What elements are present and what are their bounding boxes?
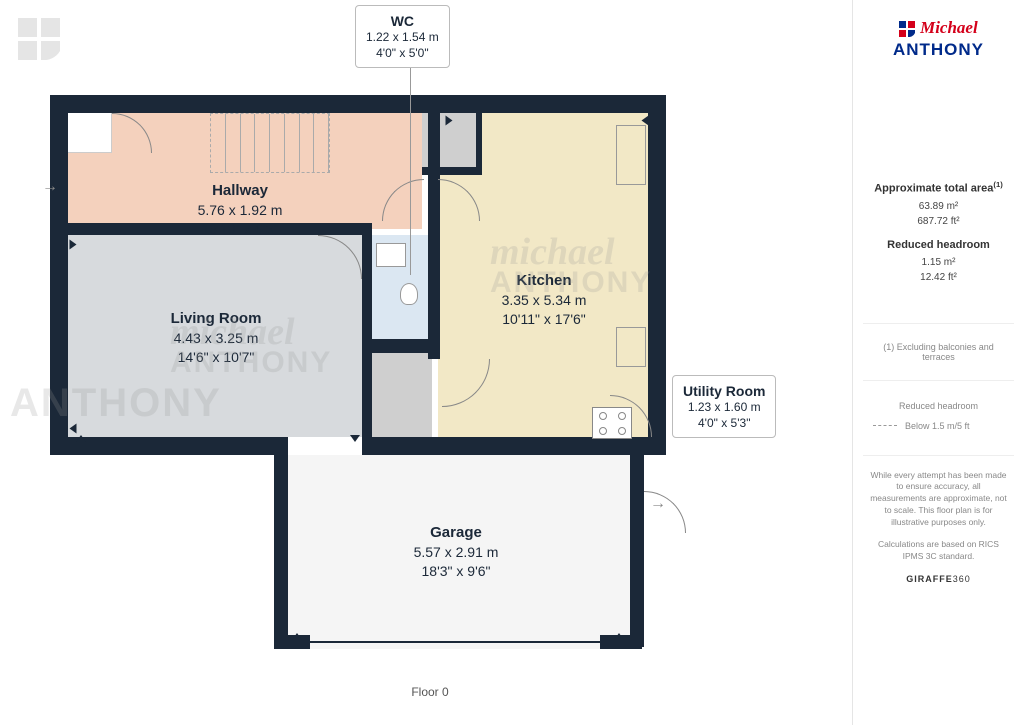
disclaimer: While every attempt has been made to ens… <box>863 455 1014 600</box>
dim-marker <box>292 633 302 640</box>
wall <box>648 95 666 455</box>
wall <box>428 109 440 359</box>
wall <box>274 449 288 647</box>
area-m2: 63.89 m² <box>863 201 1014 212</box>
floor-plan: WC 1.22 x 1.54 m 4'0" x 5'0" Utility Roo… <box>50 95 810 665</box>
wall <box>422 167 482 175</box>
wall <box>50 95 666 113</box>
entry-porch <box>68 113 112 153</box>
corner-logo <box>18 18 60 60</box>
legend: Reduced headroom Below 1.5 m/5 ft <box>863 401 1014 435</box>
dim-marker <box>70 424 77 434</box>
label-hallway: Hallway 5.76 x 1.92 m 18'10" x 6'3" <box>150 181 330 239</box>
area-block: Approximate total area(1) 63.89 m² 687.7… <box>863 180 1014 283</box>
label-kitchen: Kitchen 3.35 x 5.34 m 10'11" x 17'6" <box>454 271 634 329</box>
brand-line1: Michael <box>920 18 978 37</box>
room-closet-mid <box>370 347 432 437</box>
wall <box>364 339 436 353</box>
legend-row: Below 1.5 m/5 ft <box>863 417 1014 435</box>
counter <box>616 125 646 185</box>
label-living: Living Room 4.43 x 3.25 m 14'6" x 10'7" <box>126 309 306 367</box>
reduced-title: Reduced headroom <box>863 239 1014 251</box>
utility-name: Utility Room <box>683 382 765 400</box>
dim-marker <box>70 240 77 250</box>
floor-label: Floor 0 <box>411 685 448 699</box>
hob-fixture <box>592 407 632 439</box>
wall <box>476 109 482 171</box>
dim-marker <box>76 435 86 442</box>
brand-line2: ANTHONY <box>863 40 1014 60</box>
wall <box>362 223 372 447</box>
wc-name: WC <box>366 12 439 30</box>
dim-marker <box>614 633 624 640</box>
reduced-ft2: 12.42 ft² <box>863 272 1014 283</box>
shield-icon <box>899 21 915 40</box>
legend-title: Reduced headroom <box>863 401 1014 411</box>
sink-fixture <box>376 243 406 267</box>
reduced-m2: 1.15 m² <box>863 257 1014 268</box>
utility-imperial: 4'0" x 5'3" <box>683 416 765 432</box>
dim-marker <box>350 435 360 442</box>
entry-arrow-icon: → <box>42 178 58 196</box>
giraffe-credit: GIRAFFE360 <box>869 573 1008 586</box>
callout-utility: Utility Room 1.23 x 1.60 m 4'0" x 5'3" <box>672 375 776 438</box>
arrow-icon: → <box>650 495 666 513</box>
label-garage: Garage 5.57 x 2.91 m 18'3" x 9'6" <box>366 523 546 581</box>
floorplan-canvas: WC 1.22 x 1.54 m 4'0" x 5'0" Utility Roo… <box>0 0 852 725</box>
legend-text: Below 1.5 m/5 ft <box>905 421 970 431</box>
info-sidebar: Michael ANTHONY Approximate total area(1… <box>852 0 1024 725</box>
garage-door-line <box>310 641 600 643</box>
stairs <box>210 113 330 173</box>
utility-metric: 1.23 x 1.60 m <box>683 400 765 416</box>
footnote: (1) Excluding balconies and terraces <box>863 323 1014 381</box>
area-ft2: 687.72 ft² <box>863 216 1014 227</box>
toilet-fixture <box>400 283 418 305</box>
callout-wc: WC 1.22 x 1.54 m 4'0" x 5'0" <box>355 5 450 68</box>
wall <box>50 95 68 455</box>
dim-marker <box>642 116 649 126</box>
wc-imperial: 4'0" x 5'0" <box>366 46 439 62</box>
dim-marker <box>446 116 453 126</box>
wall <box>630 449 644 647</box>
counter <box>616 327 646 367</box>
wc-leader-line <box>410 65 411 275</box>
brand-logo: Michael ANTHONY <box>863 18 1014 60</box>
wall <box>362 437 666 455</box>
dash-icon <box>873 425 897 426</box>
area-title: Approximate total area(1) <box>863 180 1014 195</box>
wc-metric: 1.22 x 1.54 m <box>366 30 439 46</box>
